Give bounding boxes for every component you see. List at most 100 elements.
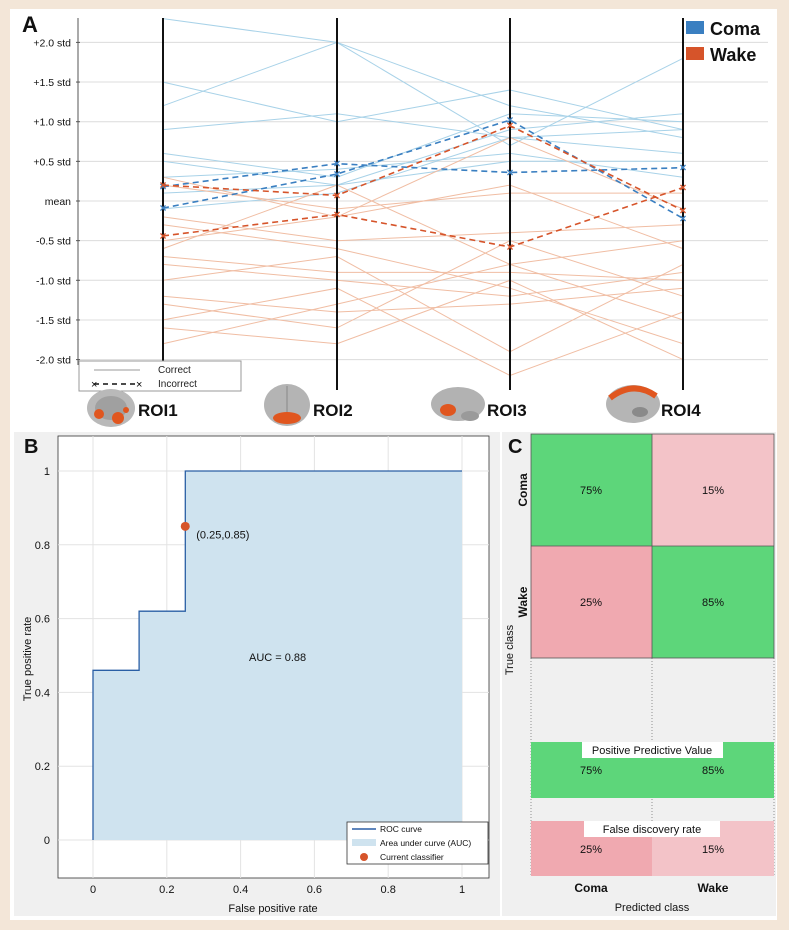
roc-tick-labels: 0 0 0.2 0.2 0.4 0.4 0.6 0.6 0.8 0.8 1 1 xyxy=(35,466,465,896)
col-label-coma: Coma xyxy=(574,881,608,895)
correct-coma-line xyxy=(162,113,684,139)
x-tick-label: 1 xyxy=(459,884,465,896)
y-tick-label: -0.5 std xyxy=(36,236,71,248)
panel-a-axes xyxy=(162,18,684,390)
roc-legend: ROC curve Area under curve (AUC) Current… xyxy=(346,821,489,865)
correct-coma-line xyxy=(162,160,683,194)
y-tick-label: -1.0 std xyxy=(36,275,71,287)
roc-curve xyxy=(92,470,462,840)
incorrect-wake-line-marker: × xyxy=(159,229,166,243)
incorrect-wake-line-marker: × xyxy=(506,240,513,254)
legend-wake: Wake xyxy=(710,45,756,65)
y-tick-label: -1.5 std xyxy=(36,315,71,327)
cell-value: 15% xyxy=(702,485,724,497)
roi3-group: ROI3 xyxy=(431,387,527,421)
panel-b-label: B xyxy=(24,436,38,458)
panel-a-lines xyxy=(162,18,684,377)
roi4-group: ROI4 xyxy=(606,385,701,423)
incorrect-coma-line-marker: × xyxy=(506,165,513,179)
correct-coma-line xyxy=(162,152,684,178)
correct-wake-line xyxy=(162,256,684,281)
ppv-coma-value: 75% xyxy=(580,765,602,777)
panel-b: B (0.25,0.85) AUC = 0.88 000.20.20.40.40… xyxy=(14,432,500,916)
incorrect-coma-line-marker: × xyxy=(679,211,686,225)
incorrect-coma-line-marker: × xyxy=(679,161,686,175)
y-tick-label: 0 xyxy=(44,835,50,847)
roi3-label: ROI3 xyxy=(487,401,527,420)
incorrect-wake-line-marker: × xyxy=(159,178,166,192)
style-legend: Correct × × Incorrect xyxy=(78,360,242,392)
y-tick-label: -2.0 std xyxy=(36,355,71,367)
incorrect-coma-line-marker: × xyxy=(333,167,340,181)
y-tick-label: +1.0 std xyxy=(33,117,71,129)
roi2-group: ROI2 xyxy=(264,384,353,426)
class-legend: Coma Wake xyxy=(686,19,761,65)
correct-coma-line xyxy=(162,81,684,131)
x-tick-label: 0.6 xyxy=(307,884,322,896)
incorrect-coma-line-marker: × xyxy=(333,157,340,171)
cell-wake-wake xyxy=(652,546,774,658)
x-tick-label: 0.8 xyxy=(381,884,396,896)
figure: +2.0 std +1.5 std +1.0 std +0.5 std mean -0.5… xyxy=(14,11,776,916)
correct-wake-line xyxy=(162,263,684,345)
correct-coma-line xyxy=(162,113,684,178)
cell-coma-wake xyxy=(652,434,774,546)
panel-a-grid xyxy=(78,41,768,361)
y-tick-label: 0.4 xyxy=(35,687,50,699)
auc-legend-swatch xyxy=(352,839,376,846)
panel-a-incorrect-lines: ××× ××××××××××××× xyxy=(159,113,686,254)
fdr-coma-value: 25% xyxy=(580,844,602,856)
coma-swatch xyxy=(686,21,704,34)
ppv-wake-value: 85% xyxy=(702,765,724,777)
incorrect-coma-line-marker: × xyxy=(159,180,166,194)
auc-area xyxy=(93,471,462,840)
correct-wake-line xyxy=(162,279,684,361)
correct-wake-line xyxy=(162,263,684,297)
x-tick-label: 0 xyxy=(90,884,96,896)
y-tick-label: +0.5 std xyxy=(33,156,71,168)
roi4-label: ROI4 xyxy=(661,401,701,420)
current-classifier-point xyxy=(180,521,190,531)
legend-x-mark-left: × xyxy=(91,379,97,391)
incorrect-coma-line-marker: × xyxy=(506,113,513,127)
current-classifier-label: (0.25,0.85) xyxy=(196,529,249,541)
y-tick-label: +1.5 std xyxy=(33,77,71,89)
panel-a-y-ticks: +2.0 std +1.5 std +1.0 std +0.5 std mean -0.5… xyxy=(33,18,80,367)
incorrect-wake-line-marker: × xyxy=(506,119,513,133)
legend-x-mark-right: × xyxy=(136,379,142,391)
x-tick-label: 0.2 xyxy=(159,884,174,896)
y-tick-label: mean xyxy=(45,196,71,208)
incorrect-wake-line-marker: × xyxy=(333,207,340,221)
legend-current-classifier: Current classifier xyxy=(380,852,444,862)
roi1-label: ROI1 xyxy=(138,401,178,420)
predicted-class-label: Predicted class xyxy=(615,902,690,914)
legend-coma: Coma xyxy=(710,19,761,39)
wake-swatch xyxy=(686,47,704,60)
cell-value: 85% xyxy=(702,597,724,609)
figure-frame: +2.0 std +1.5 std +1.0 std +0.5 std mean -0.5… xyxy=(10,9,777,920)
correct-wake-line xyxy=(162,224,684,345)
row-label-wake: Wake xyxy=(516,586,530,617)
y-tick-label: 0.2 xyxy=(35,761,50,773)
roc-x-axis-label: False positive rate xyxy=(228,903,317,915)
cell-wake-coma xyxy=(531,546,652,658)
legend-roc-curve: ROC curve xyxy=(380,824,422,834)
cell-coma-coma xyxy=(531,434,652,546)
y-tick-label: 0.8 xyxy=(35,540,50,552)
true-class-label: True class xyxy=(504,624,516,675)
fdr-title-box xyxy=(584,821,720,837)
fdr-title: False discovery rate xyxy=(603,824,701,836)
correct-wake-line xyxy=(162,184,684,265)
correct-coma-line xyxy=(162,41,684,147)
cell-value: 25% xyxy=(580,597,602,609)
incorrect-coma-line xyxy=(162,162,684,188)
ppv-title-box xyxy=(582,742,723,758)
incorrect-coma-line-marker: × xyxy=(159,201,166,215)
correct-wake-line xyxy=(162,255,684,353)
incorrect-wake-line-marker: × xyxy=(679,181,686,195)
legend-correct: Correct xyxy=(158,365,191,376)
y-tick-label: 1 xyxy=(44,466,50,478)
ppv-title: Positive Predictive Value xyxy=(592,745,712,757)
incorrect-wake-line-marker: × xyxy=(333,188,340,202)
y-tick-label: 0.6 xyxy=(35,614,50,626)
